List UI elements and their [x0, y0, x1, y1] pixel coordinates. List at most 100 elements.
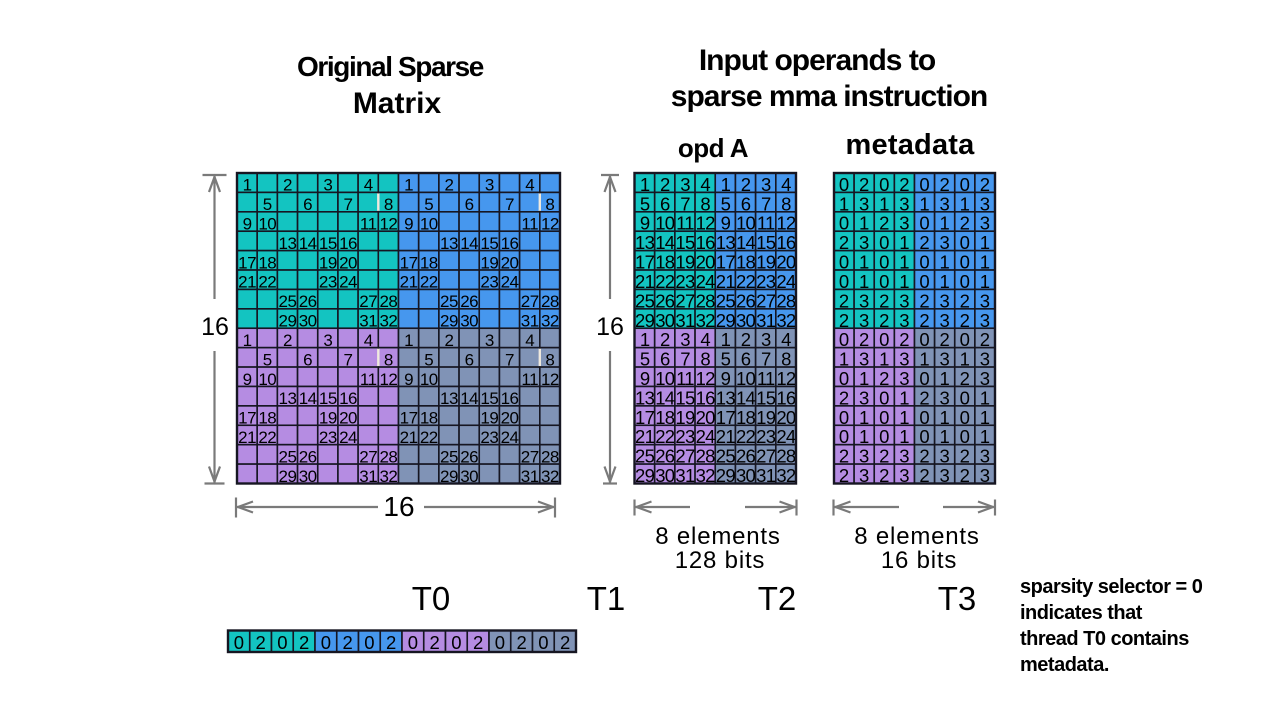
svg-text:19: 19 [756, 407, 776, 428]
svg-text:16: 16 [596, 313, 624, 341]
svg-text:0: 0 [234, 632, 244, 653]
svg-text:1: 1 [243, 331, 252, 350]
svg-text:2: 2 [879, 310, 889, 331]
svg-text:7: 7 [680, 193, 690, 214]
svg-text:1: 1 [940, 213, 950, 234]
svg-text:2: 2 [859, 329, 869, 350]
svg-text:1: 1 [940, 426, 950, 447]
svg-text:32: 32 [776, 310, 796, 331]
svg-text:1: 1 [919, 349, 929, 370]
svg-text:2: 2 [980, 174, 990, 195]
svg-text:28: 28 [776, 290, 796, 311]
svg-text:11: 11 [676, 368, 694, 389]
svg-text:4: 4 [700, 329, 710, 350]
svg-text:19: 19 [319, 409, 337, 428]
svg-text:14: 14 [299, 234, 317, 253]
svg-text:4: 4 [781, 174, 791, 195]
svg-text:1: 1 [940, 252, 950, 273]
svg-text:2: 2 [960, 446, 970, 467]
svg-text:28: 28 [696, 290, 716, 311]
svg-text:3: 3 [859, 465, 869, 486]
svg-text:31: 31 [756, 310, 776, 331]
svg-text:11: 11 [757, 213, 775, 234]
svg-text:1: 1 [980, 271, 990, 292]
svg-text:1: 1 [980, 387, 990, 408]
svg-text:0: 0 [364, 632, 374, 653]
svg-text:14: 14 [460, 234, 478, 253]
svg-text:3: 3 [859, 387, 869, 408]
svg-text:7: 7 [505, 195, 514, 214]
svg-text:0: 0 [919, 213, 929, 234]
svg-text:1: 1 [980, 407, 990, 428]
svg-text:1: 1 [404, 176, 413, 195]
svg-text:2: 2 [960, 290, 970, 311]
svg-text:3: 3 [680, 329, 690, 350]
svg-text:22: 22 [258, 428, 276, 447]
svg-text:21: 21 [635, 271, 655, 292]
svg-text:0: 0 [960, 252, 970, 273]
svg-text:0: 0 [839, 426, 849, 447]
svg-text:3: 3 [980, 193, 990, 214]
svg-text:0: 0 [839, 407, 849, 428]
svg-text:1: 1 [404, 331, 413, 350]
svg-text:16: 16 [339, 234, 357, 253]
svg-text:18: 18 [258, 253, 276, 272]
svg-text:30: 30 [299, 312, 317, 331]
svg-text:0: 0 [960, 174, 970, 195]
svg-text:16: 16 [776, 232, 796, 253]
svg-text:Original Sparse: Original Sparse [297, 51, 484, 82]
svg-text:17: 17 [635, 407, 655, 428]
svg-text:indicates that: indicates that [1020, 602, 1143, 624]
svg-text:18: 18 [420, 253, 438, 272]
svg-text:32: 32 [776, 465, 796, 486]
svg-text:opd A: opd A [678, 133, 749, 163]
svg-text:25: 25 [635, 290, 655, 311]
svg-text:20: 20 [339, 409, 357, 428]
svg-text:25: 25 [716, 290, 736, 311]
svg-text:1: 1 [839, 349, 849, 370]
svg-text:2: 2 [516, 632, 526, 653]
svg-text:4: 4 [525, 331, 534, 350]
svg-text:14: 14 [299, 389, 317, 408]
svg-text:3: 3 [980, 368, 990, 389]
svg-text:12: 12 [776, 213, 796, 234]
svg-text:T0: T0 [412, 580, 451, 617]
svg-text:2: 2 [839, 387, 849, 408]
svg-text:3: 3 [899, 213, 909, 234]
svg-text:0: 0 [919, 407, 929, 428]
svg-text:12: 12 [541, 215, 559, 234]
svg-text:24: 24 [501, 273, 519, 292]
svg-text:3: 3 [940, 310, 950, 331]
svg-text:0: 0 [879, 426, 889, 447]
svg-text:2: 2 [879, 368, 889, 389]
svg-text:24: 24 [776, 426, 796, 447]
svg-text:24: 24 [776, 271, 796, 292]
svg-text:0: 0 [839, 368, 849, 389]
svg-text:3: 3 [940, 387, 950, 408]
svg-text:23: 23 [319, 273, 337, 292]
svg-text:29: 29 [279, 467, 297, 486]
svg-text:4: 4 [364, 331, 373, 350]
svg-text:1: 1 [859, 252, 869, 273]
svg-text:sparse mma instruction: sparse mma instruction [671, 80, 987, 113]
svg-text:29: 29 [440, 312, 458, 331]
svg-text:22: 22 [655, 426, 675, 447]
svg-text:27: 27 [359, 447, 377, 466]
svg-text:0: 0 [919, 271, 929, 292]
svg-text:2: 2 [879, 290, 889, 311]
svg-text:16: 16 [383, 491, 414, 522]
svg-text:1: 1 [960, 349, 970, 370]
svg-text:0: 0 [538, 632, 548, 653]
svg-text:1: 1 [940, 271, 950, 292]
svg-text:3: 3 [980, 310, 990, 331]
svg-text:2: 2 [444, 176, 453, 195]
svg-text:2: 2 [741, 174, 751, 195]
svg-text:13: 13 [440, 234, 458, 253]
svg-text:10: 10 [258, 215, 276, 234]
svg-text:0: 0 [919, 252, 929, 273]
svg-text:0: 0 [321, 632, 331, 653]
svg-text:28: 28 [696, 446, 716, 467]
svg-text:7: 7 [761, 193, 771, 214]
svg-text:32: 32 [696, 310, 716, 331]
svg-text:26: 26 [655, 446, 675, 467]
